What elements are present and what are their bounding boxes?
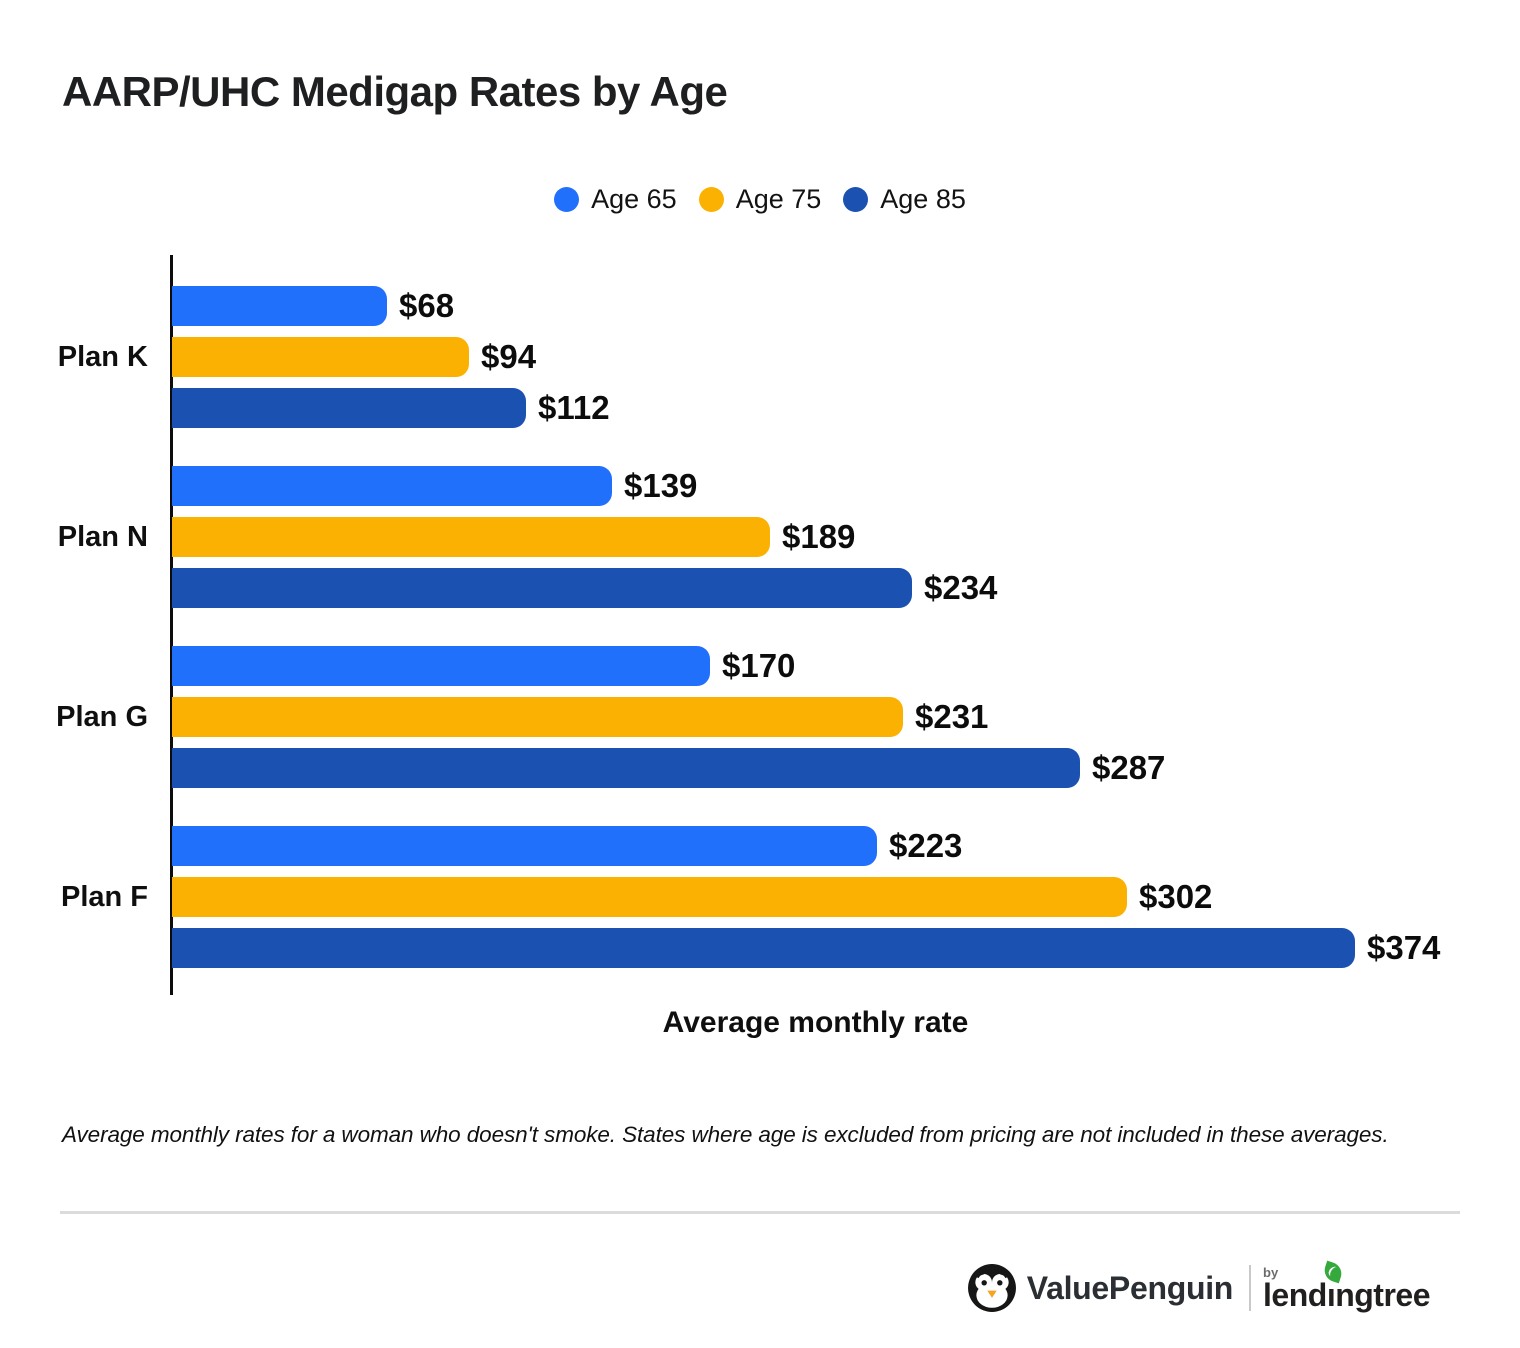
category-label-plan-n: Plan N <box>57 521 148 553</box>
bar-value-plan-k-age-75: $94 <box>481 338 537 375</box>
bar-value-plan-f-age-65: $223 <box>889 827 963 864</box>
valuepenguin-penguin-icon <box>967 1264 1016 1312</box>
legend-label-age-65: Age 65 <box>591 184 677 214</box>
bar-plan-n-age-65 <box>172 466 612 506</box>
bar-plan-k-age-85 <box>172 388 526 428</box>
x-axis-label: Average monthly rate <box>662 1006 969 1039</box>
bar-plan-k-age-75 <box>172 337 469 377</box>
bar-value-plan-n-age-75: $189 <box>782 518 856 555</box>
footer-branding: ValuePenguin by lend ı ngtree <box>967 1260 1430 1316</box>
legend-dot-age-85-icon <box>843 187 869 212</box>
bar-value-plan-k-age-65: $68 <box>399 287 455 324</box>
legend-item-age-85: Age 85 <box>843 184 966 215</box>
lendingtree-wordmark-pre: lend <box>1263 1277 1327 1313</box>
lendingtree-logo: by lend ı ngtree <box>1263 1260 1430 1313</box>
legend-dot-age-65-icon <box>554 187 580 212</box>
valuepenguin-wordmark: ValuePenguin <box>1026 1269 1234 1306</box>
footer-separator <box>1249 1265 1252 1311</box>
page-title: AARP/UHC Medigap Rates by Age <box>62 68 728 115</box>
bar-value-plan-g-age-65: $170 <box>722 647 796 684</box>
legend-dot-age-75-icon <box>698 187 724 212</box>
y-axis-line <box>170 255 173 995</box>
bar-value-plan-n-age-85: $234 <box>924 569 998 606</box>
legend-label-age-75: Age 75 <box>735 184 822 214</box>
lendingtree-wordmark: lend ı ngtree <box>1263 1260 1430 1313</box>
lendingtree-wordmark-i: ı <box>1321 1260 1345 1312</box>
bar-plan-g-age-85 <box>172 748 1080 788</box>
bar-plan-f-age-75 <box>172 877 1127 917</box>
category-label-plan-f: Plan F <box>60 881 148 913</box>
legend-item-age-65: Age 65 <box>554 184 677 215</box>
legend-label-age-85: Age 85 <box>880 184 966 214</box>
bar-value-plan-f-age-75: $302 <box>1139 878 1213 915</box>
bar-plan-g-age-65 <box>172 646 710 686</box>
bar-plan-f-age-65 <box>172 826 877 866</box>
bar-plan-k-age-65 <box>172 286 387 326</box>
bar-value-plan-n-age-65: $139 <box>624 467 698 504</box>
legend-item-age-75: Age 75 <box>698 184 822 215</box>
category-label-plan-g: Plan G <box>56 701 148 733</box>
chart-footnote: Average monthly rates for a woman who do… <box>62 1122 1389 1147</box>
chart-legend: Age 65 Age 75 Age 85 <box>0 184 1520 215</box>
lendingtree-by-label: by <box>1263 1265 1279 1280</box>
category-label-plan-k: Plan K <box>57 341 148 373</box>
bar-plan-f-age-85 <box>172 928 1355 968</box>
footer-divider-line <box>60 1211 1460 1214</box>
bar-value-plan-f-age-85: $374 <box>1367 929 1441 966</box>
bar-plan-n-age-75 <box>172 517 770 557</box>
bar-plan-n-age-85 <box>172 568 912 608</box>
bar-value-plan-g-age-75: $231 <box>915 698 989 735</box>
bar-value-plan-k-age-85: $112 <box>538 389 610 426</box>
bar-value-plan-g-age-85: $287 <box>1092 749 1166 786</box>
bar-plan-g-age-75 <box>172 697 903 737</box>
lendingtree-wordmark-post: ngtree <box>1335 1277 1430 1313</box>
chart-area: Plan K $68 $94 $112 Plan N $139 $189 $234 Plan G… <box>0 255 1520 995</box>
